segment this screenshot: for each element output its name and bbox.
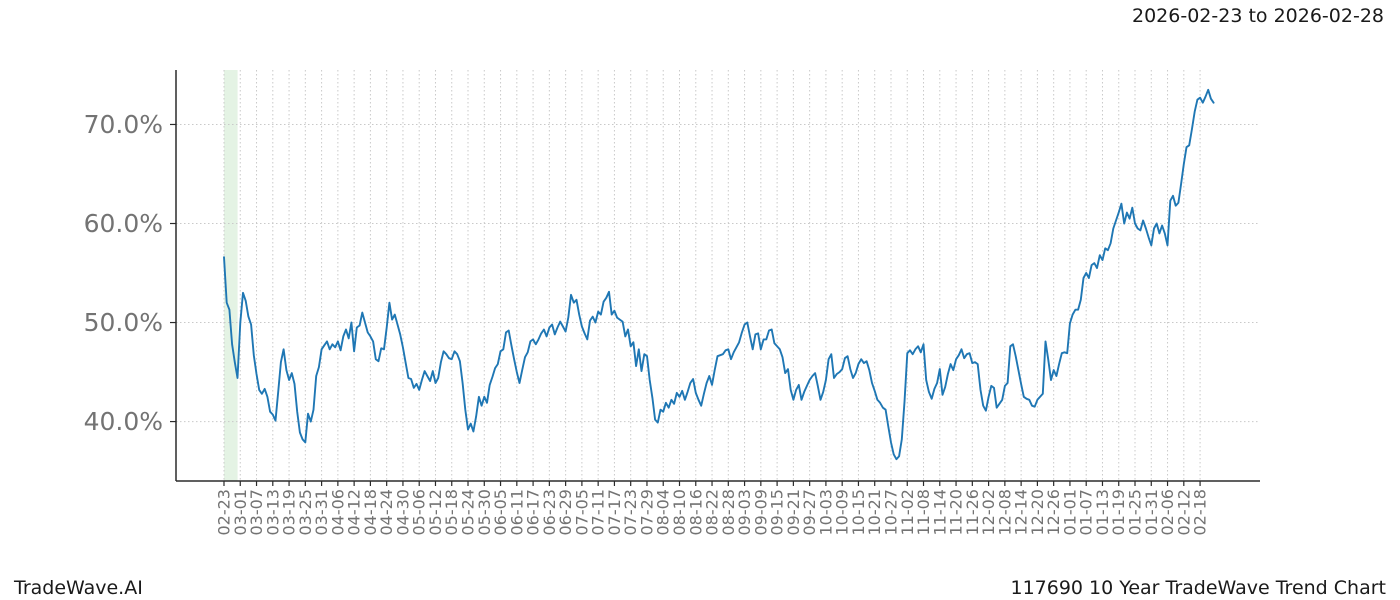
x-tick-label: 12-08 — [995, 489, 1014, 536]
x-tick-label: 01-25 — [1126, 489, 1145, 536]
x-tick-label: 12-26 — [1044, 489, 1063, 536]
x-tick-label: 04-24 — [377, 489, 396, 536]
x-tick-label: 08-28 — [719, 489, 738, 536]
x-tick-label: 01-01 — [1060, 489, 1079, 536]
x-tick-label: 01-13 — [1093, 489, 1112, 536]
x-tick-label: 03-01 — [231, 489, 250, 536]
x-tick-label: 10-09 — [833, 489, 852, 536]
y-tick-label: 60.0% — [84, 209, 163, 238]
x-tick-label: 09-15 — [768, 489, 787, 536]
x-tick-label: 01-07 — [1077, 489, 1096, 536]
x-tick-label: 05-24 — [459, 489, 478, 536]
brand-label: TradeWave.AI — [14, 577, 143, 599]
highlight-band — [224, 70, 238, 481]
x-tick-label: 09-27 — [800, 489, 819, 536]
x-tick-label: 01-31 — [1142, 489, 1161, 536]
x-tick-label: 06-29 — [556, 489, 575, 536]
x-tick-label: 02-18 — [1191, 489, 1210, 536]
x-tick-label: 07-23 — [621, 489, 640, 536]
x-tick-label: 09-03 — [735, 489, 754, 536]
x-tick-label: 08-16 — [686, 489, 705, 536]
x-tick-label: 04-30 — [393, 489, 412, 536]
x-tick-label: 07-11 — [589, 489, 608, 536]
x-tick-label: 10-03 — [816, 489, 835, 536]
chart-title: 117690 10 Year TradeWave Trend Chart — [1010, 577, 1386, 599]
x-tick-label: 03-25 — [296, 489, 315, 536]
x-tick-label: 03-31 — [312, 489, 331, 536]
x-tick-label: 12-02 — [979, 489, 998, 536]
x-tick-label: 11-02 — [898, 489, 917, 536]
x-tick-label: 09-21 — [784, 489, 803, 536]
x-tick-label: 06-11 — [507, 489, 526, 536]
x-tick-label: 05-30 — [475, 489, 494, 536]
x-tick-label: 06-05 — [491, 489, 510, 535]
y-tick-label: 70.0% — [84, 110, 163, 139]
y-tick-label: 40.0% — [84, 407, 163, 436]
x-tick-label: 07-17 — [605, 489, 624, 536]
x-tick-label: 06-23 — [540, 489, 559, 536]
trend-line — [223, 88, 1215, 461]
x-tick-label: 02-06 — [1158, 489, 1177, 536]
x-tick-label: 11-14 — [930, 489, 949, 536]
x-tick-label: 05-18 — [442, 489, 461, 536]
x-tick-label: 06-17 — [524, 489, 543, 536]
x-tick-label: 05-06 — [410, 489, 429, 536]
x-tick-label: 04-06 — [328, 489, 347, 536]
x-tick-label: 02-12 — [1174, 489, 1193, 536]
x-tick-label: 10-15 — [849, 489, 868, 536]
x-tick-label: 03-07 — [247, 489, 266, 536]
x-tick-label: 07-05 — [572, 489, 591, 536]
x-tick-label: 02-23 — [214, 489, 233, 536]
x-tick-label: 10-21 — [865, 489, 884, 536]
x-tick-label: 11-08 — [914, 489, 933, 536]
x-tick-label: 07-29 — [637, 489, 656, 536]
x-tick-label: 11-26 — [963, 489, 982, 536]
x-tick-label: 08-10 — [670, 489, 689, 536]
x-tick-label: 03-13 — [263, 489, 282, 536]
x-tick-label: 05-12 — [426, 489, 445, 536]
x-tick-label: 08-22 — [703, 489, 722, 536]
x-tick-label: 03-19 — [280, 489, 299, 536]
date-range-title: 2026-02-23 to 2026-02-28 — [1132, 5, 1384, 27]
x-tick-label: 12-20 — [1028, 489, 1047, 536]
x-tick-label: 08-04 — [654, 489, 673, 536]
x-tick-label: 09-09 — [751, 489, 770, 536]
x-tick-label: 10-27 — [881, 489, 900, 536]
x-tick-label: 04-12 — [345, 489, 364, 536]
x-tick-label: 12-14 — [1012, 489, 1031, 536]
y-tick-label: 50.0% — [84, 308, 163, 337]
x-tick-label: 11-20 — [947, 489, 966, 536]
x-tick-label: 01-19 — [1109, 489, 1128, 536]
x-tick-label: 04-18 — [361, 489, 380, 536]
